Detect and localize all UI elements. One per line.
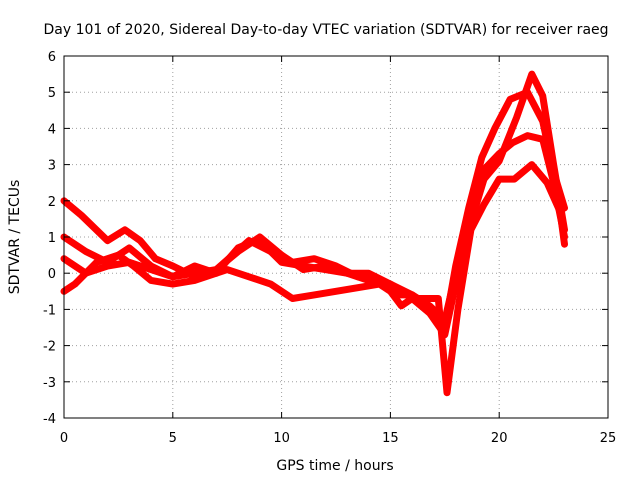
data-point	[509, 139, 516, 146]
x-tick-label: 5	[169, 431, 177, 446]
data-point	[289, 295, 296, 302]
data-point	[557, 208, 564, 215]
data-point	[539, 92, 546, 99]
data-point	[148, 277, 155, 284]
data-point	[104, 237, 111, 244]
x-tick-label: 20	[491, 431, 508, 446]
data-point	[398, 302, 405, 309]
data-point	[409, 295, 416, 302]
data-point	[496, 157, 503, 164]
data-point	[224, 266, 231, 273]
data-point	[443, 389, 450, 396]
data-point	[550, 161, 557, 168]
series-line	[60, 161, 568, 397]
data-point	[267, 248, 274, 255]
y-tick-label: 0	[48, 267, 56, 282]
data-point	[544, 179, 551, 186]
data-point	[561, 241, 568, 248]
data-point	[169, 262, 176, 269]
data-point	[507, 96, 514, 103]
data-point	[130, 262, 137, 269]
data-point	[121, 226, 128, 233]
series-line	[60, 70, 568, 339]
y-tick-label: -3	[43, 376, 56, 391]
grid-lines	[64, 56, 608, 418]
x-tick-label: 15	[382, 431, 399, 446]
data-point	[169, 273, 176, 280]
series-3	[60, 70, 568, 339]
data-point	[126, 244, 133, 251]
data-point	[496, 176, 503, 183]
data-point	[454, 306, 461, 313]
data-point	[82, 248, 89, 255]
chart-title: Day 101 of 2020, Sidereal Day-to-day VTE…	[43, 22, 608, 38]
data-point	[480, 176, 487, 183]
data-point	[152, 255, 159, 262]
data-point	[539, 136, 546, 143]
data-point	[322, 266, 329, 273]
data-point	[387, 288, 394, 295]
data-point	[191, 277, 198, 284]
y-tick-label: -2	[43, 340, 56, 355]
y-tick-label: 3	[48, 159, 56, 174]
data-point	[435, 295, 442, 302]
data-point	[452, 281, 459, 288]
y-tick-label: 4	[48, 122, 56, 137]
data-point	[191, 270, 198, 277]
data-point	[256, 234, 263, 240]
y-tick-label: 5	[48, 86, 56, 101]
y-tick-label: 6	[48, 50, 56, 65]
x-tick-label: 25	[600, 431, 617, 446]
data-point	[478, 168, 485, 175]
x-tick-label: 0	[60, 431, 68, 446]
data-point	[426, 302, 433, 309]
data-point	[387, 281, 394, 288]
data-point	[245, 237, 252, 244]
axis-ticks: 0 5 10 15 20 25 -4 -3 -2 -1 0 1 2 3 4 5 6	[43, 50, 616, 446]
y-axis-label: SDTVAR / TECUs	[7, 180, 23, 295]
data-point	[333, 288, 339, 295]
data-point	[104, 262, 111, 269]
data-point	[93, 259, 100, 266]
y-tick-label: 1	[48, 231, 56, 246]
y-tick-label: -4	[43, 412, 56, 427]
data-point	[467, 226, 474, 233]
data-point	[311, 255, 318, 262]
data-point	[480, 201, 487, 208]
y-tick-label: 2	[48, 195, 56, 210]
data-point	[491, 125, 498, 132]
data-point	[426, 310, 433, 317]
data-point	[148, 266, 155, 273]
data-point	[511, 176, 518, 183]
data-point	[78, 212, 85, 219]
x-tick-label: 10	[273, 431, 290, 446]
data-point	[528, 71, 535, 78]
data-point	[278, 259, 285, 266]
data-point	[300, 262, 307, 269]
data-point	[354, 284, 361, 291]
y-tick-label: -1	[43, 303, 56, 318]
data-point	[267, 281, 274, 288]
data-point	[71, 281, 78, 288]
data-point	[311, 291, 318, 298]
data-point	[528, 161, 535, 168]
data-point	[513, 114, 520, 121]
data-point	[115, 252, 122, 259]
data-point	[343, 270, 350, 277]
data-point	[478, 154, 485, 161]
data-point	[191, 262, 198, 269]
data-point	[169, 281, 176, 288]
data-point	[245, 273, 252, 280]
series-4	[60, 161, 568, 397]
data-point	[137, 237, 144, 244]
x-axis-label: GPS time / hours	[276, 458, 393, 474]
data-series	[60, 70, 568, 397]
data-point	[524, 132, 531, 139]
data-point	[365, 270, 372, 277]
data-point	[376, 281, 383, 288]
